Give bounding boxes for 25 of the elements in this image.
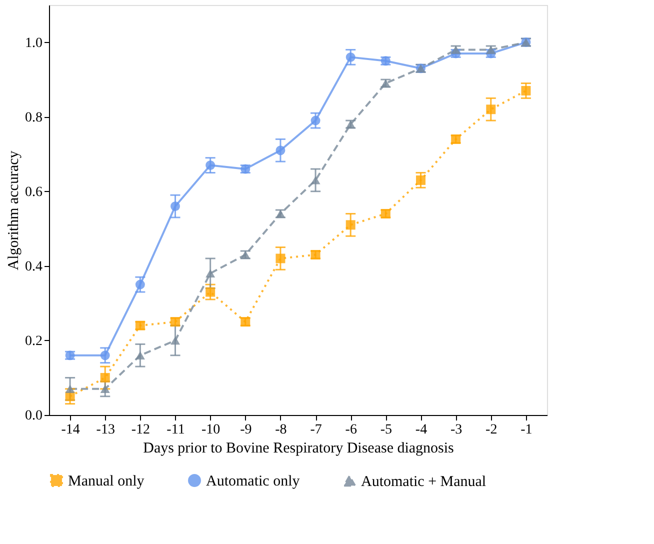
x-tick-label: -7 xyxy=(310,422,322,438)
x-tick-label: -12 xyxy=(131,422,150,438)
y-tick-label: 0.2 xyxy=(25,334,42,349)
y-tick-label: 1.0 xyxy=(25,36,42,51)
x-tick-label: -6 xyxy=(345,422,357,438)
x-tick-label: -4 xyxy=(415,422,428,438)
x-tick-label: -2 xyxy=(486,422,498,438)
y-tick-label: 0.8 xyxy=(25,110,42,126)
x-tick-label: -10 xyxy=(201,422,220,438)
y-tick-label: 0.0 xyxy=(25,408,42,424)
x-tick-label: -3 xyxy=(450,422,462,438)
y-axis-title: Algorithm accuracy xyxy=(6,150,22,270)
legend-label: Automatic only xyxy=(206,474,300,490)
x-tick-label: -8 xyxy=(275,422,287,438)
x-tick-label: -11 xyxy=(166,422,185,438)
x-tick-label: -1 xyxy=(520,422,532,438)
legend-label: Manual only xyxy=(68,474,145,490)
x-tick-label: -9 xyxy=(240,422,252,438)
x-tick-label: -5 xyxy=(380,422,392,438)
x-tick-label: -14 xyxy=(61,422,80,438)
legend-label: Automatic + Manual xyxy=(361,474,486,490)
y-tick-label: 0.6 xyxy=(25,184,42,200)
y-tick-label: 0.4 xyxy=(25,259,42,274)
x-axis-title: Days prior to Bovine Respiratory Disease diagnosis xyxy=(143,440,454,456)
x-tick-label: -13 xyxy=(96,422,115,438)
